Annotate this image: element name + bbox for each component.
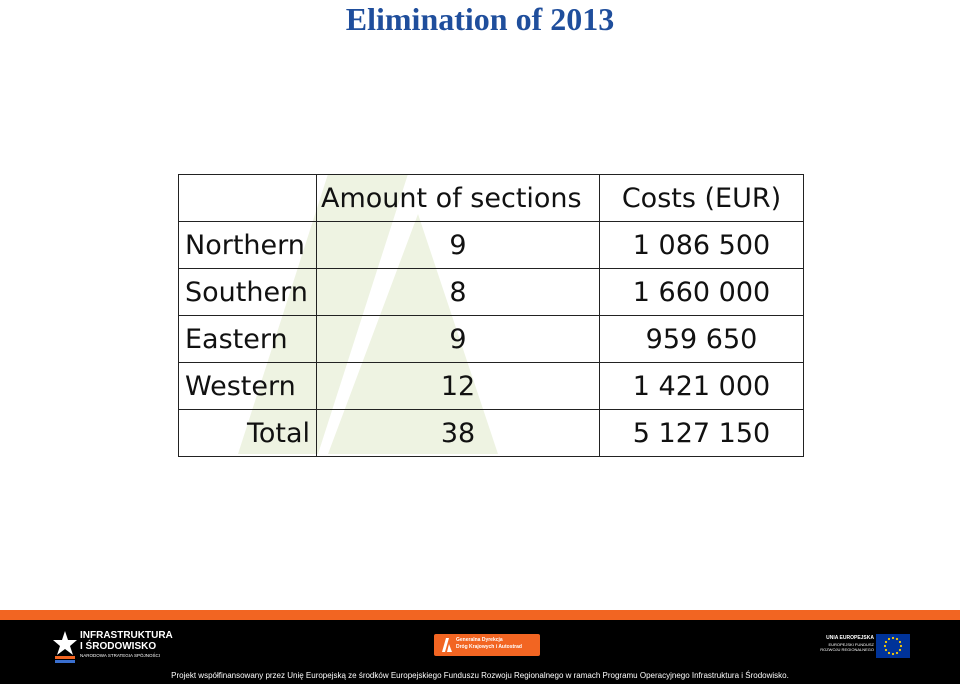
- total-amount-cell: 38: [316, 409, 600, 457]
- table-row: Northern 9 1 086 500: [178, 221, 804, 269]
- gddkia-logo: Generalna Dyrekcja Dróg Krajowych i Auto…: [434, 634, 540, 656]
- cost-cell: 959 650: [599, 315, 804, 363]
- results-table: Amount of sections Costs (EUR) Northern …: [178, 174, 804, 457]
- table-header-row: Amount of sections Costs (EUR): [178, 174, 804, 222]
- eu-logo: UNIA EUROPEJSKA EUROPEJSKI FUNDUSZ ROZWO…: [812, 634, 912, 658]
- region-cell: Eastern: [178, 315, 317, 363]
- amount-cell: 9: [316, 315, 600, 363]
- total-cost-cell: 5 127 150: [599, 409, 804, 457]
- infrastruktura-logo: INFRASTRUKTURA I ŚRODOWISKO NARODOWA STR…: [52, 630, 173, 664]
- header-cell-amount: Amount of sections: [316, 174, 600, 222]
- table-total-row: Total 38 5 127 150: [178, 409, 804, 457]
- header-cell-region: [178, 174, 317, 222]
- table-row: Eastern 9 959 650: [178, 315, 804, 363]
- cost-cell: 1 421 000: [599, 362, 804, 410]
- cost-cell: 1 660 000: [599, 268, 804, 316]
- header-cell-costs: Costs (EUR): [599, 174, 804, 222]
- eu-flag-icon: [876, 634, 910, 658]
- eu-logo-line2: EUROPEJSKI FUNDUSZ: [828, 642, 874, 647]
- gddkia-logo-line2: Dróg Krajowych i Autostrad: [456, 644, 522, 650]
- gddkia-logo-icon: [442, 638, 452, 652]
- amount-cell: 12: [316, 362, 600, 410]
- table-row: Western 12 1 421 000: [178, 362, 804, 410]
- total-label-cell: Total: [178, 409, 317, 457]
- infrastruktura-logo-line3: NARODOWA STRATEGIA SPÓJNOŚCI: [80, 653, 161, 658]
- amount-cell: 8: [316, 268, 600, 316]
- region-cell: Southern: [178, 268, 317, 316]
- region-cell: Northern: [178, 221, 317, 269]
- amount-cell: 9: [316, 221, 600, 269]
- footer-funding-note: Projekt współfinansowany przez Unię Euro…: [171, 671, 789, 680]
- eu-logo-line1: UNIA EUROPEJSKA: [826, 635, 874, 641]
- infrastruktura-logo-line1: INFRASTRUKTURA: [80, 630, 173, 641]
- table-row: Southern 8 1 660 000: [178, 268, 804, 316]
- infrastruktura-logo-line2: I ŚRODOWISKO: [80, 641, 157, 652]
- eu-logo-line3: ROZWOJU REGIONALNEGO: [820, 647, 874, 652]
- region-cell: Western: [178, 362, 317, 410]
- cost-cell: 1 086 500: [599, 221, 804, 269]
- results-table-wrapper: Amount of sections Costs (EUR) Northern …: [178, 174, 804, 457]
- star-icon: [53, 631, 77, 663]
- gddkia-logo-line1: Generalna Dyrekcja: [456, 637, 503, 643]
- footer-orange-stripe: [0, 610, 960, 620]
- slide-title: Elimination of 2013: [345, 1, 615, 37]
- footer-bar: INFRASTRUKTURA I ŚRODOWISKO NARODOWA STR…: [0, 620, 960, 684]
